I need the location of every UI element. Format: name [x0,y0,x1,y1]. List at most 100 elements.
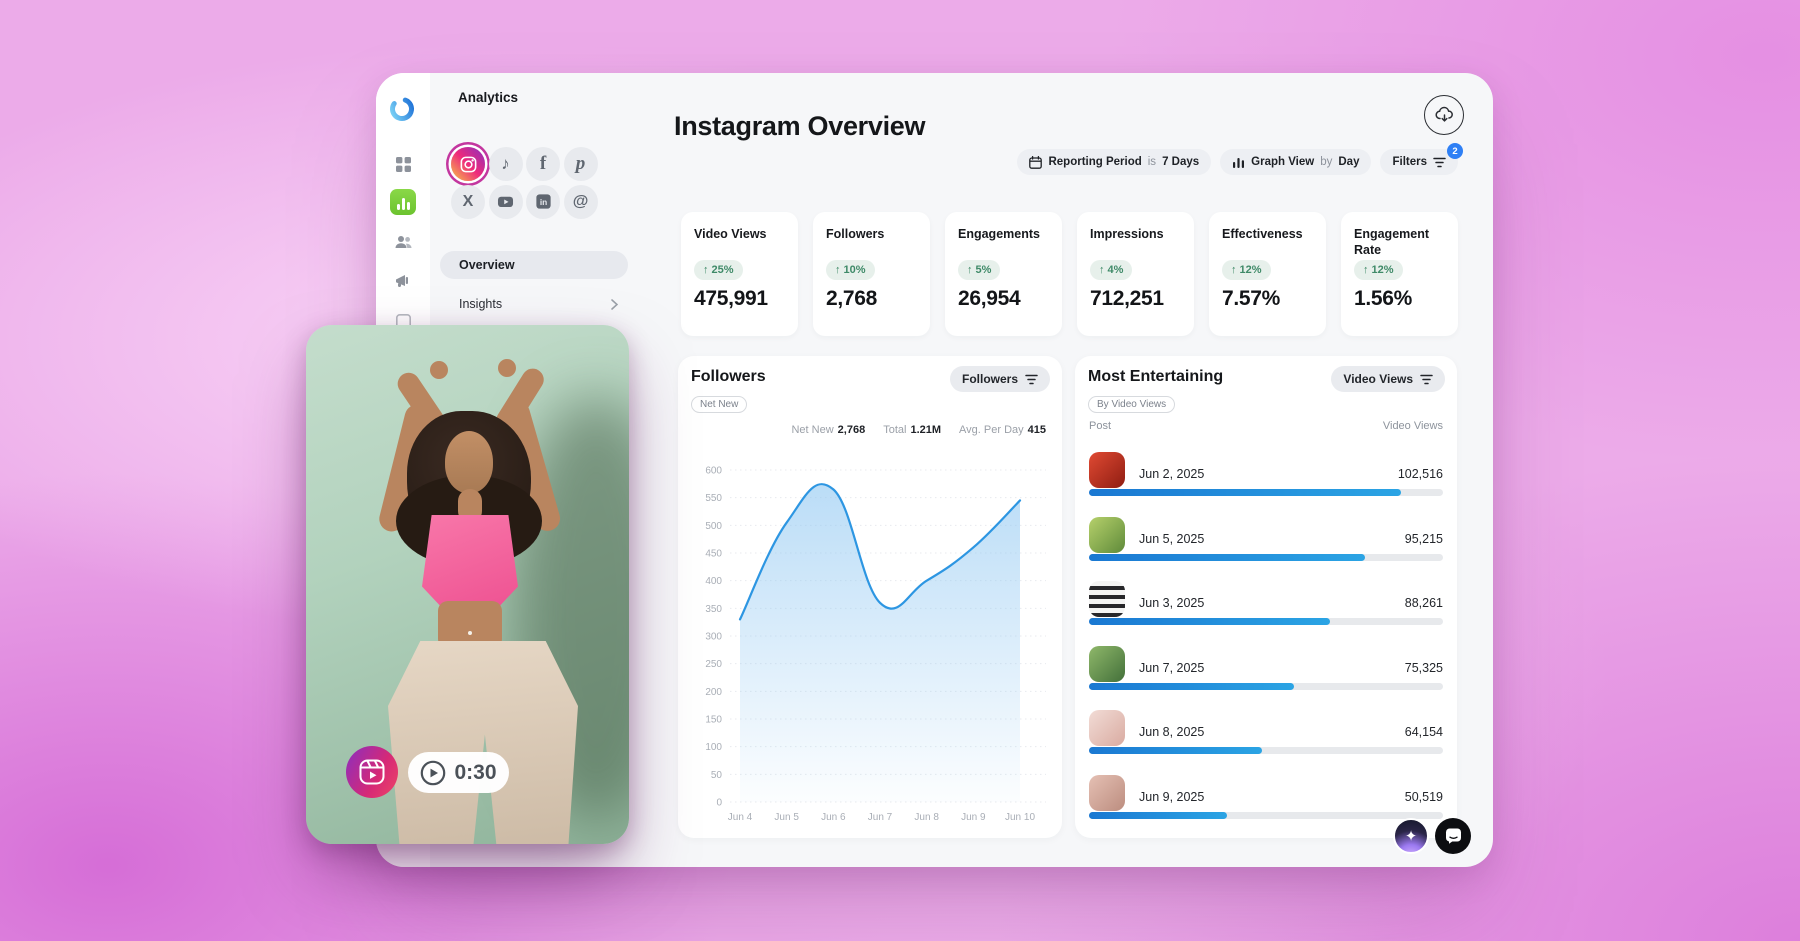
chat-messenger-button[interactable] [1435,818,1471,854]
followers-line-chart[interactable]: 600550500450400350300250200150100500Jun … [678,446,1062,832]
most-entertaining-card: Most Entertaining By Video Views Video V… [1075,356,1457,838]
reporting-period-value: 7 Days [1162,156,1200,168]
sidebar-item-audience[interactable] [389,228,417,256]
cloud-download-icon [1434,106,1453,122]
channel-x[interactable]: X [451,184,485,219]
metric-card-engagements[interactable]: Engagements ↑ 5% 26,954 [945,212,1062,336]
metric-card-video-views[interactable]: Video Views ↑ 25% 475,991 [681,212,798,336]
x-axis-tick: Jun 9 [961,812,986,823]
metric-card-effectiveness[interactable]: Effectiveness ↑ 12% 7.57% [1209,212,1326,336]
y-axis-tick: 200 [705,687,722,698]
chat-bubble-icon [1445,828,1461,844]
reporting-period-label: Reporting Period [1048,156,1142,168]
x-axis-tick: Jun 4 [728,812,753,823]
entertaining-filter-label: Video Views [1343,372,1413,386]
nav-item-overview[interactable]: Overview [440,251,628,279]
post-thumbnail[interactable] [1089,774,1125,811]
app-logo-icon[interactable] [389,96,415,122]
metric-card-impressions[interactable]: Impressions ↑ 4% 712,251 [1077,212,1194,336]
y-axis-tick: 50 [711,770,723,781]
linkedin-icon: in [535,194,551,209]
stat-net-new: Net New 2,768 [791,424,866,436]
views-bar-fill [1089,553,1366,561]
sidebar-item-create[interactable] [389,150,417,178]
post-date: Jun 9, 2025 [1139,789,1205,804]
instagram-icon [460,156,476,172]
post-date: Jun 5, 2025 [1139,531,1205,546]
post-row[interactable]: Jun 9, 2025 50,519 [1089,767,1443,832]
filters-button[interactable]: Filters 2 [1380,143,1463,175]
reel-video-preview[interactable]: 0:30 [306,325,629,844]
post-thumbnail[interactable] [1089,452,1125,488]
post-video-views: 64,154 [1404,725,1443,739]
y-axis-tick: 250 [705,659,722,670]
views-bar-track [1089,489,1443,496]
pinterest-icon: p [575,153,586,174]
x-axis-tick: Jun 10 [1005,812,1035,823]
metric-value: 26,954 [958,287,1021,310]
graph-view-value: Day [1338,156,1360,168]
channel-facebook[interactable]: f [526,147,560,181]
y-axis-tick: 450 [705,549,722,560]
report-controls: Reporting Period is 7 Days Graph View by… [1017,143,1463,175]
views-bar-track [1089,553,1443,561]
analytics-bars-icon [390,189,416,215]
channel-pinterest[interactable]: p [563,147,598,181]
post-thumbnail[interactable] [1089,645,1125,682]
channel-youtube[interactable] [488,184,523,219]
metric-card-engagement-rate[interactable]: Engagement Rate ↑ 12% 1.56% [1341,212,1458,336]
y-axis-tick: 400 [705,576,722,587]
metric-label: Effectiveness [1222,227,1303,241]
nav-item-insights[interactable]: Insights [440,289,628,319]
channel-instagram[interactable] [451,147,485,181]
metric-change-badge: ↑ 12% [1222,260,1271,280]
x-icon: X [462,192,474,210]
post-row[interactable]: Jun 5, 2025 95,215 [1089,509,1443,574]
people-icon [395,236,411,248]
metric-value: 2,768 [826,287,878,310]
chart-line [738,483,1022,621]
views-bar-track [1089,618,1443,625]
column-video-views: Video Views [1382,420,1443,432]
x-axis-tick: Jun 6 [821,812,846,823]
by-video-views-tag: By Video Views [1088,396,1176,413]
metric-value: 1.56% [1354,287,1413,310]
post-row[interactable]: Jun 2, 2025 102,516 [1089,444,1443,509]
post-thumbnail[interactable] [1089,710,1125,746]
table-header: Post Video Views [1089,420,1443,432]
y-axis-tick: 600 [705,466,722,477]
entertaining-metric-filter-button[interactable]: Video Views [1331,366,1445,392]
views-bar-fill [1089,747,1263,754]
post-thumbnail[interactable] [1089,581,1125,617]
column-post: Post [1089,420,1112,432]
metric-card-followers[interactable]: Followers ↑ 10% 2,768 [813,212,930,336]
nav-item-overview-label: Overview [459,258,515,272]
views-bar-fill [1089,489,1401,496]
reporting-period-button[interactable]: Reporting Period is 7 Days [1017,149,1212,175]
video-duration-pill[interactable]: 0:30 [408,752,509,793]
post-video-views: 102,516 [1397,467,1443,481]
metrics-row: Video Views ↑ 25% 475,991 Followers ↑ 10% 2,768… [681,212,1458,336]
export-button[interactable] [1424,95,1464,135]
post-row[interactable]: Jun 3, 2025 88,261 [1089,573,1443,638]
sidebar-item-analytics[interactable] [389,188,417,216]
ai-assistant-button[interactable]: ✦ [1393,818,1429,854]
instagram-reels-icon [346,746,398,798]
channel-threads[interactable]: @ [563,184,598,219]
post-row[interactable]: Jun 7, 2025 75,325 [1089,638,1443,703]
channel-tiktok[interactable]: ♪ [488,147,523,181]
tiktok-icon: ♪ [501,154,510,173]
channel-linkedin[interactable]: in [526,184,560,219]
y-axis-tick: 550 [705,493,722,504]
post-list: Jun 2, 2025 102,516 Jun 5, 2025 95,215 Jun 3… [1089,444,1443,831]
play-icon [421,760,446,785]
sidebar-item-campaigns[interactable] [389,267,417,295]
x-axis-tick: Jun 8 [914,812,939,823]
video-duration: 0:30 [454,760,497,784]
post-thumbnail[interactable] [1089,516,1125,553]
followers-metric-filter-button[interactable]: Followers [949,366,1050,392]
post-row[interactable]: Jun 8, 2025 64,154 [1089,702,1443,767]
graph-view-button[interactable]: Graph View by Day [1220,149,1372,175]
